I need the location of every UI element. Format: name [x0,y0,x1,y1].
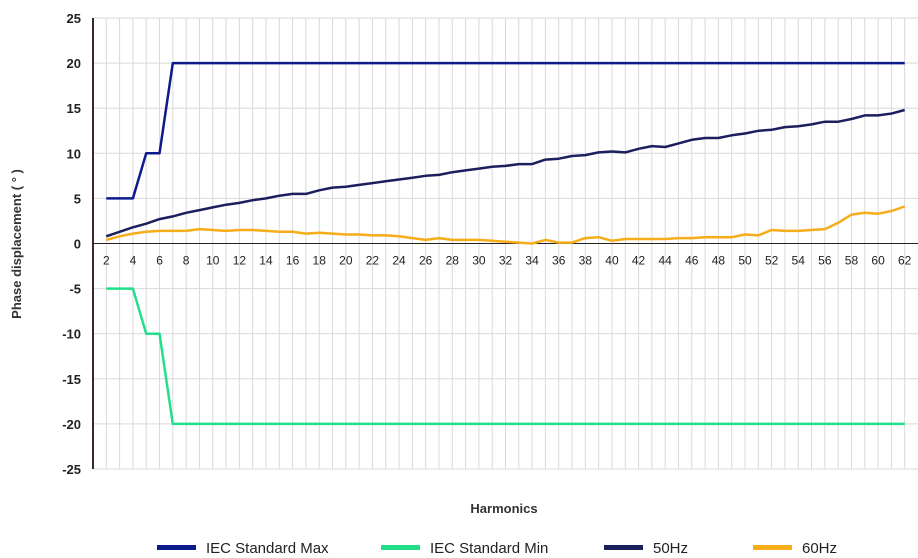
x-tick-label: 62 [898,254,912,268]
legend-item-60hz: 60Hz [753,540,837,557]
x-tick-label: 18 [313,254,327,268]
y-tick-label: -10 [62,327,81,342]
y-tick-label: 15 [67,101,81,116]
y-tick-label: 25 [67,11,81,26]
legend-label: IEC Standard Max [206,540,329,557]
x-tick-label: 36 [552,254,566,268]
chart-axes [92,18,918,469]
x-tick-labels: 2 4 6 8 10 12 14 16 18 20 22 24 26 28 30 32 34 36 38 40 42 44… [103,254,912,268]
legend-swatch [381,545,420,550]
y-tick-labels: 25 20 15 10 5 0 -5 -10 -15 -20 -25 [62,11,81,477]
x-tick-label: 22 [366,254,380,268]
y-tick-label: -5 [69,282,81,297]
y-axis-label: Phase displacement ( ° ) [9,169,24,319]
x-tick-label: 8 [183,254,190,268]
x-tick-label: 42 [632,254,646,268]
legend-label: IEC Standard Min [430,540,548,557]
x-tick-label: 26 [419,254,433,268]
y-tick-label: 10 [67,146,81,161]
legend-label: 60Hz [802,540,837,557]
legend-item-iec-standard-max: IEC Standard Max [157,540,329,557]
x-tick-label: 38 [579,254,593,268]
x-tick-label: 20 [339,254,353,268]
x-tick-label: 28 [446,254,460,268]
legend: IEC Standard Max IEC Standard Min 50Hz 60Hz [157,540,837,557]
x-tick-label: 2 [103,254,110,268]
x-tick-label: 50 [738,254,752,268]
x-tick-label: 44 [658,254,672,268]
y-tick-label: 5 [74,191,81,206]
x-tick-label: 58 [845,254,859,268]
x-tick-label: 10 [206,254,220,268]
legend-item-iec-standard-min: IEC Standard Min [381,540,548,557]
y-tick-label: -20 [62,417,81,432]
legend-swatch [753,545,792,550]
y-tick-label: 0 [74,237,81,252]
x-tick-label: 16 [286,254,300,268]
x-tick-label: 60 [871,254,885,268]
x-tick-label: 6 [156,254,163,268]
series-line-iec-standard-max [106,61,905,200]
x-tick-label: 32 [499,254,513,268]
x-tick-label: 30 [472,254,486,268]
x-tick-label: 56 [818,254,832,268]
y-tick-label: -15 [62,372,81,387]
series-line-50hz [105,108,906,238]
y-tick-label: -25 [62,462,81,477]
x-axis-label: Harmonics [470,501,537,516]
x-tick-label: 24 [392,254,406,268]
x-tick-label: 46 [685,254,699,268]
x-tick-label: 14 [259,254,273,268]
series-lines [105,61,906,426]
x-tick-label: 54 [792,254,806,268]
legend-label: 50Hz [653,540,688,557]
x-tick-label: 4 [130,254,137,268]
x-tick-label: 52 [765,254,779,268]
series-line-iec-standard-min [106,287,905,426]
x-tick-label: 34 [525,254,539,268]
x-tick-label: 48 [712,254,726,268]
x-tick-label: 12 [233,254,247,268]
legend-swatch [604,545,643,550]
legend-swatch [157,545,196,550]
legend-item-50hz: 50Hz [604,540,688,557]
y-tick-label: 20 [67,56,81,71]
series-line-60hz [105,205,906,245]
x-tick-label: 40 [605,254,619,268]
